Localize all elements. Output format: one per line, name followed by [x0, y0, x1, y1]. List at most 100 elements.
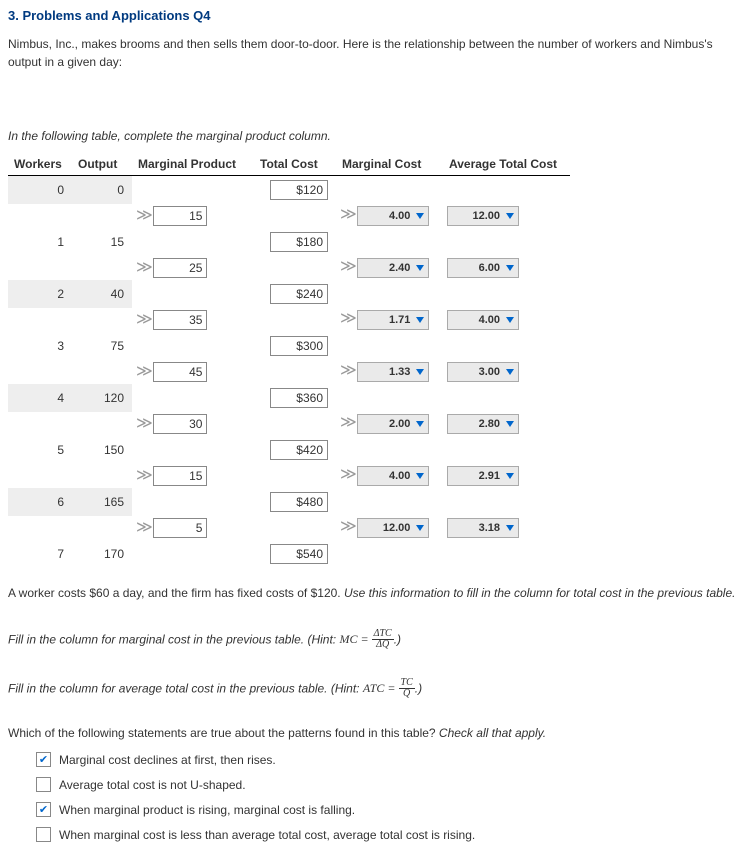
cell-workers: 1 [8, 228, 72, 256]
total-cost-input[interactable]: $240 [270, 284, 328, 304]
marginal-cost-dropdown[interactable]: 4.00 [357, 206, 429, 226]
arrow-icon: ≫ [136, 315, 147, 325]
para2-b: Use this information to fill in the colu… [344, 586, 736, 600]
checkbox-label: When marginal product is rising, margina… [59, 803, 355, 817]
chevron-down-icon [506, 421, 514, 427]
instruction-mp: In the following table, complete the mar… [8, 127, 738, 145]
checkbox-label: Average total cost is not U-shaped. [59, 778, 246, 792]
para5-a: Which of the following statements are tr… [8, 726, 439, 740]
mc-cell: ≫ 4.00 [336, 204, 443, 228]
marginal-cost-dropdown[interactable]: 2.00 [357, 414, 429, 434]
marginal-cost-dropdown[interactable]: 4.00 [357, 466, 429, 486]
cell-output: 0 [72, 176, 132, 205]
checkbox[interactable] [36, 777, 51, 792]
checkbox-label: When marginal cost is less than average … [59, 828, 475, 842]
atc-cell: 2.80 [443, 412, 570, 436]
checkbox[interactable] [36, 752, 51, 767]
atc-cell: 12.00 [443, 204, 570, 228]
cell-tc: $420 [254, 436, 336, 464]
cell-workers: 2 [8, 280, 72, 308]
total-cost-input[interactable]: $120 [270, 180, 328, 200]
chevron-down-icon [506, 473, 514, 479]
cell-workers: 0 [8, 176, 72, 205]
para-mc: Fill in the column for marginal cost in … [8, 630, 738, 651]
avg-total-cost-dropdown[interactable]: 3.00 [447, 362, 519, 382]
chevron-down-icon [416, 525, 424, 531]
total-cost-input[interactable]: $360 [270, 388, 328, 408]
chevron-down-icon [416, 317, 424, 323]
marginal-product-input[interactable]: 15 [153, 466, 207, 486]
avg-total-cost-dropdown[interactable]: 2.91 [447, 466, 519, 486]
cell-tc: $360 [254, 384, 336, 412]
cell-output: 165 [72, 488, 132, 516]
avg-total-cost-dropdown[interactable]: 2.80 [447, 414, 519, 434]
arrow-icon: ≫ [340, 314, 351, 324]
arrow-icon: ≫ [340, 522, 351, 532]
th-output: Output [72, 153, 132, 176]
arrow-icon: ≫ [340, 210, 351, 220]
total-cost-input[interactable]: $480 [270, 492, 328, 512]
total-cost-input[interactable]: $300 [270, 336, 328, 356]
chevron-down-icon [416, 421, 424, 427]
marginal-product-input[interactable]: 15 [153, 206, 207, 226]
cell-tc: $120 [254, 176, 336, 205]
mc-cell: ≫ 1.33 [336, 360, 443, 384]
marginal-cost-dropdown[interactable]: 1.71 [357, 310, 429, 330]
atc-cell: 6.00 [443, 256, 570, 280]
total-cost-input[interactable]: $540 [270, 544, 328, 564]
cell-workers: 4 [8, 384, 72, 412]
para-totalcost: A worker costs $60 a day, and the firm h… [8, 584, 738, 602]
mp-cell: ≫ 30 [132, 412, 254, 436]
marginal-product-input[interactable]: 5 [153, 518, 207, 538]
cost-table: Workers Output Marginal Product Total Co… [8, 153, 738, 568]
cell-tc: $540 [254, 540, 336, 568]
mp-cell: ≫ 15 [132, 204, 254, 228]
para-atc: Fill in the column for average total cos… [8, 679, 738, 700]
marginal-product-input[interactable]: 25 [153, 258, 207, 278]
chevron-down-icon [416, 265, 424, 271]
th-tc: Total Cost [254, 153, 336, 176]
chevron-down-icon [506, 265, 514, 271]
total-cost-input[interactable]: $180 [270, 232, 328, 252]
checkbox[interactable] [36, 827, 51, 842]
total-cost-input[interactable]: $420 [270, 440, 328, 460]
marginal-cost-dropdown[interactable]: 12.00 [357, 518, 429, 538]
chevron-down-icon [506, 213, 514, 219]
para4-c: .) [415, 681, 422, 695]
arrow-icon: ≫ [340, 470, 351, 480]
avg-total-cost-dropdown[interactable]: 12.00 [447, 206, 519, 226]
marginal-cost-dropdown[interactable]: 2.40 [357, 258, 429, 278]
cell-output: 120 [72, 384, 132, 412]
arrow-icon: ≫ [340, 418, 351, 428]
marginal-product-input[interactable]: 45 [153, 362, 207, 382]
chevron-down-icon [416, 213, 424, 219]
mc-cell: ≫ 4.00 [336, 464, 443, 488]
marginal-cost-dropdown[interactable]: 1.33 [357, 362, 429, 382]
arrow-icon: ≫ [136, 419, 147, 429]
para5-b: Check all that apply. [439, 726, 546, 740]
mc-cell: ≫ 1.71 [336, 308, 443, 332]
cell-tc: $240 [254, 280, 336, 308]
intro-text: Nimbus, Inc., makes brooms and then sell… [8, 35, 738, 71]
cell-output: 15 [72, 228, 132, 256]
marginal-product-input[interactable]: 35 [153, 310, 207, 330]
para3-a: Fill in the column for marginal cost in … [8, 632, 339, 646]
mp-cell: ≫ 45 [132, 360, 254, 384]
avg-total-cost-dropdown[interactable]: 6.00 [447, 258, 519, 278]
cell-workers: 3 [8, 332, 72, 360]
cell-tc: $180 [254, 228, 336, 256]
mc-formula: MC = ΔTCΔQ [339, 632, 393, 646]
arrow-icon: ≫ [136, 523, 147, 533]
mc-cell: ≫ 2.40 [336, 256, 443, 280]
atc-cell: 3.00 [443, 360, 570, 384]
avg-total-cost-dropdown[interactable]: 4.00 [447, 310, 519, 330]
mp-cell: ≫ 5 [132, 516, 254, 540]
question-title: 3. Problems and Applications Q4 [8, 8, 738, 23]
chevron-down-icon [506, 317, 514, 323]
arrow-icon: ≫ [340, 262, 351, 272]
checkbox[interactable] [36, 802, 51, 817]
cell-workers: 7 [8, 540, 72, 568]
marginal-product-input[interactable]: 30 [153, 414, 207, 434]
arrow-icon: ≫ [136, 471, 147, 481]
avg-total-cost-dropdown[interactable]: 3.18 [447, 518, 519, 538]
